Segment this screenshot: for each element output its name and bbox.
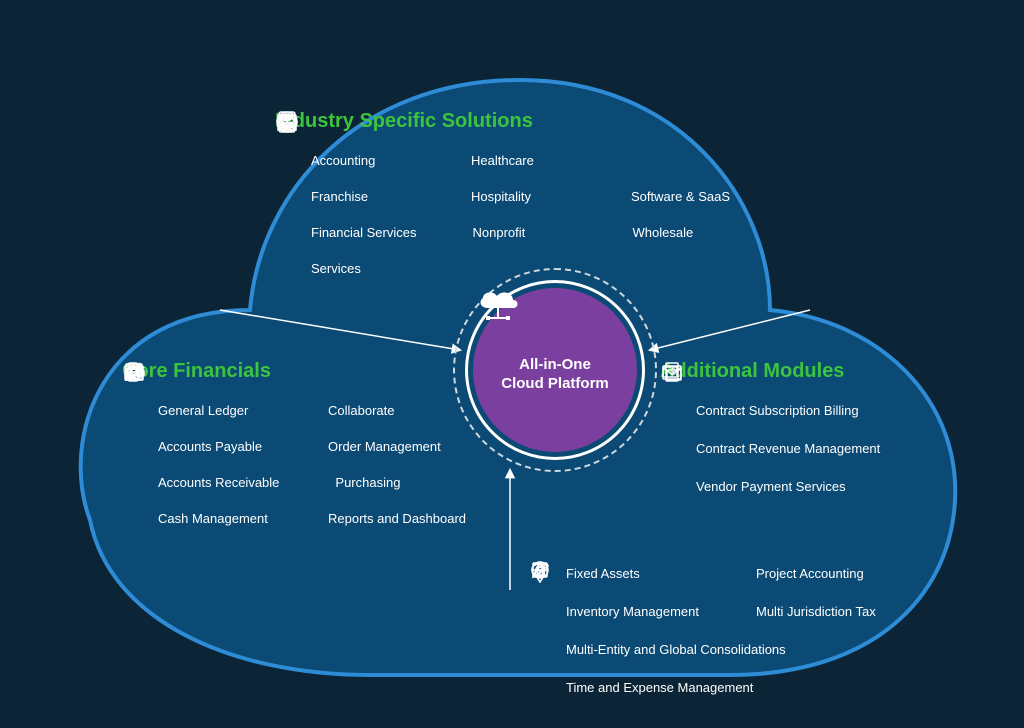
envelope-icon (660, 397, 686, 423)
monitor-icon (595, 183, 621, 209)
item-software-saas: Software & SaaS (595, 183, 765, 209)
order-icon (292, 433, 318, 459)
item-general-ledger: General Ledger (122, 397, 272, 423)
item-hospitality: Hospitality (435, 183, 575, 209)
label: Fixed Assets (566, 566, 640, 581)
label: Accounts Payable (158, 439, 262, 454)
item-project-accounting: Project Accounting (720, 560, 870, 586)
calculator-icon (275, 147, 301, 173)
gear-icon (292, 505, 318, 531)
warehouse-icon (597, 219, 623, 245)
bottom-section: Fixed Assets Project Accounting Inventor… (530, 560, 930, 700)
cloud-sync-icon (292, 397, 318, 423)
center-inner: All-in-One Cloud Platform (473, 288, 637, 452)
core-grid: General Ledger Collaborate Accounts Paya… (122, 397, 482, 531)
additional-section: Additional Modules Contract Subscription… (660, 360, 980, 499)
clock-icon (530, 674, 556, 700)
item-nonprofit: Nonprofit (437, 219, 577, 245)
item-franchise: Franchise (275, 183, 415, 209)
industry-section: Industry Specific Solutions Accounting H… (275, 110, 835, 281)
item-healthcare: Healthcare (435, 147, 575, 173)
purchase-icon (299, 469, 325, 495)
item-accounting: Accounting (275, 147, 415, 173)
label: Contract Revenue Management (696, 441, 880, 456)
item-services: Services (275, 255, 425, 281)
label: Cash Management (158, 511, 268, 526)
industry-grid: Accounting Healthcare Franchise Hospital… (275, 147, 835, 281)
core-section: Core Financials General Ledger Collabora… (122, 360, 482, 531)
item-purchasing: Purchasing (299, 469, 449, 495)
pen-icon (122, 433, 148, 459)
heart-icon (435, 183, 461, 209)
item-accounts-receivable: Accounts Receivable (122, 469, 279, 495)
item-time-expense: Time and Expense Management (530, 674, 930, 700)
tax-icon (720, 598, 746, 624)
label: Franchise (311, 189, 368, 204)
label: Contract Subscription Billing (696, 403, 859, 418)
item-multi-tax: Multi Jurisdiction Tax (720, 598, 876, 624)
invoice-icon: $ (660, 435, 686, 461)
item-wholesale: Wholesale (597, 219, 737, 245)
label: Software & SaaS (631, 189, 730, 204)
label: Multi Jurisdiction Tax (756, 604, 876, 619)
label: Collaborate (328, 403, 395, 418)
item-fixed-assets: Fixed Assets (530, 560, 700, 586)
globe-icon (530, 636, 556, 662)
label: Inventory Management (566, 604, 699, 619)
item-multi-entity: Multi-Entity and Global Consolidations (530, 636, 930, 662)
cloud-container: All-in-One Cloud Platform Industry Speci… (50, 60, 974, 680)
label: Healthcare (471, 153, 534, 168)
label: Purchasing (335, 475, 400, 490)
handshake-icon (275, 183, 301, 209)
label: Vendor Payment Services (696, 479, 846, 494)
money-hand-icon: €$ (275, 219, 301, 245)
industry-title: Industry Specific Solutions (275, 110, 835, 133)
item-contract-subscription: Contract Subscription Billing (660, 397, 980, 423)
item-cash-management: Cash Management (122, 505, 272, 531)
cash-icon (122, 505, 148, 531)
label: Nonprofit (473, 225, 526, 240)
label: Time and Expense Management (566, 680, 753, 695)
label: Wholesale (633, 225, 694, 240)
label: Reports and Dashboard (328, 511, 466, 526)
additional-title: Additional Modules (660, 360, 980, 383)
list-icon (530, 598, 556, 624)
piggy-icon (122, 469, 148, 495)
label: Accounts Receivable (158, 475, 279, 490)
item-accounts-payable: Accounts Payable (122, 433, 272, 459)
bottom-col: Fixed Assets Project Accounting Inventor… (530, 560, 930, 700)
item-financial-services: €$ Financial Services (275, 219, 417, 245)
item-order-management: Order Management (292, 433, 442, 459)
item-collaborate: Collaborate (292, 397, 442, 423)
core-title: Core Financials (122, 360, 482, 383)
label: Hospitality (471, 189, 531, 204)
vendor-icon (660, 473, 686, 499)
medical-icon (435, 147, 461, 173)
item-contract-revenue: $ Contract Revenue Management (660, 435, 980, 461)
label: Order Management (328, 439, 441, 454)
label: Project Accounting (756, 566, 864, 581)
additional-col: Contract Subscription Billing $ Contract… (660, 397, 980, 499)
item-vendor-payment: Vendor Payment Services (660, 473, 980, 499)
item-inventory: Inventory Management (530, 598, 700, 624)
label: Accounting (311, 153, 375, 168)
label: Services (311, 261, 361, 276)
label: Multi-Entity and Global Consolidations (566, 642, 786, 657)
item-reports-dashboard: Reports and Dashboard (292, 505, 466, 531)
care-hands-icon (437, 219, 463, 245)
people-icon (275, 255, 301, 281)
label: General Ledger (158, 403, 248, 418)
pencil-icon (720, 560, 746, 586)
ledger-icon (122, 397, 148, 423)
label: Financial Services (311, 225, 417, 240)
center-circle: All-in-One Cloud Platform (465, 280, 645, 460)
center-title: All-in-One Cloud Platform (501, 355, 609, 394)
